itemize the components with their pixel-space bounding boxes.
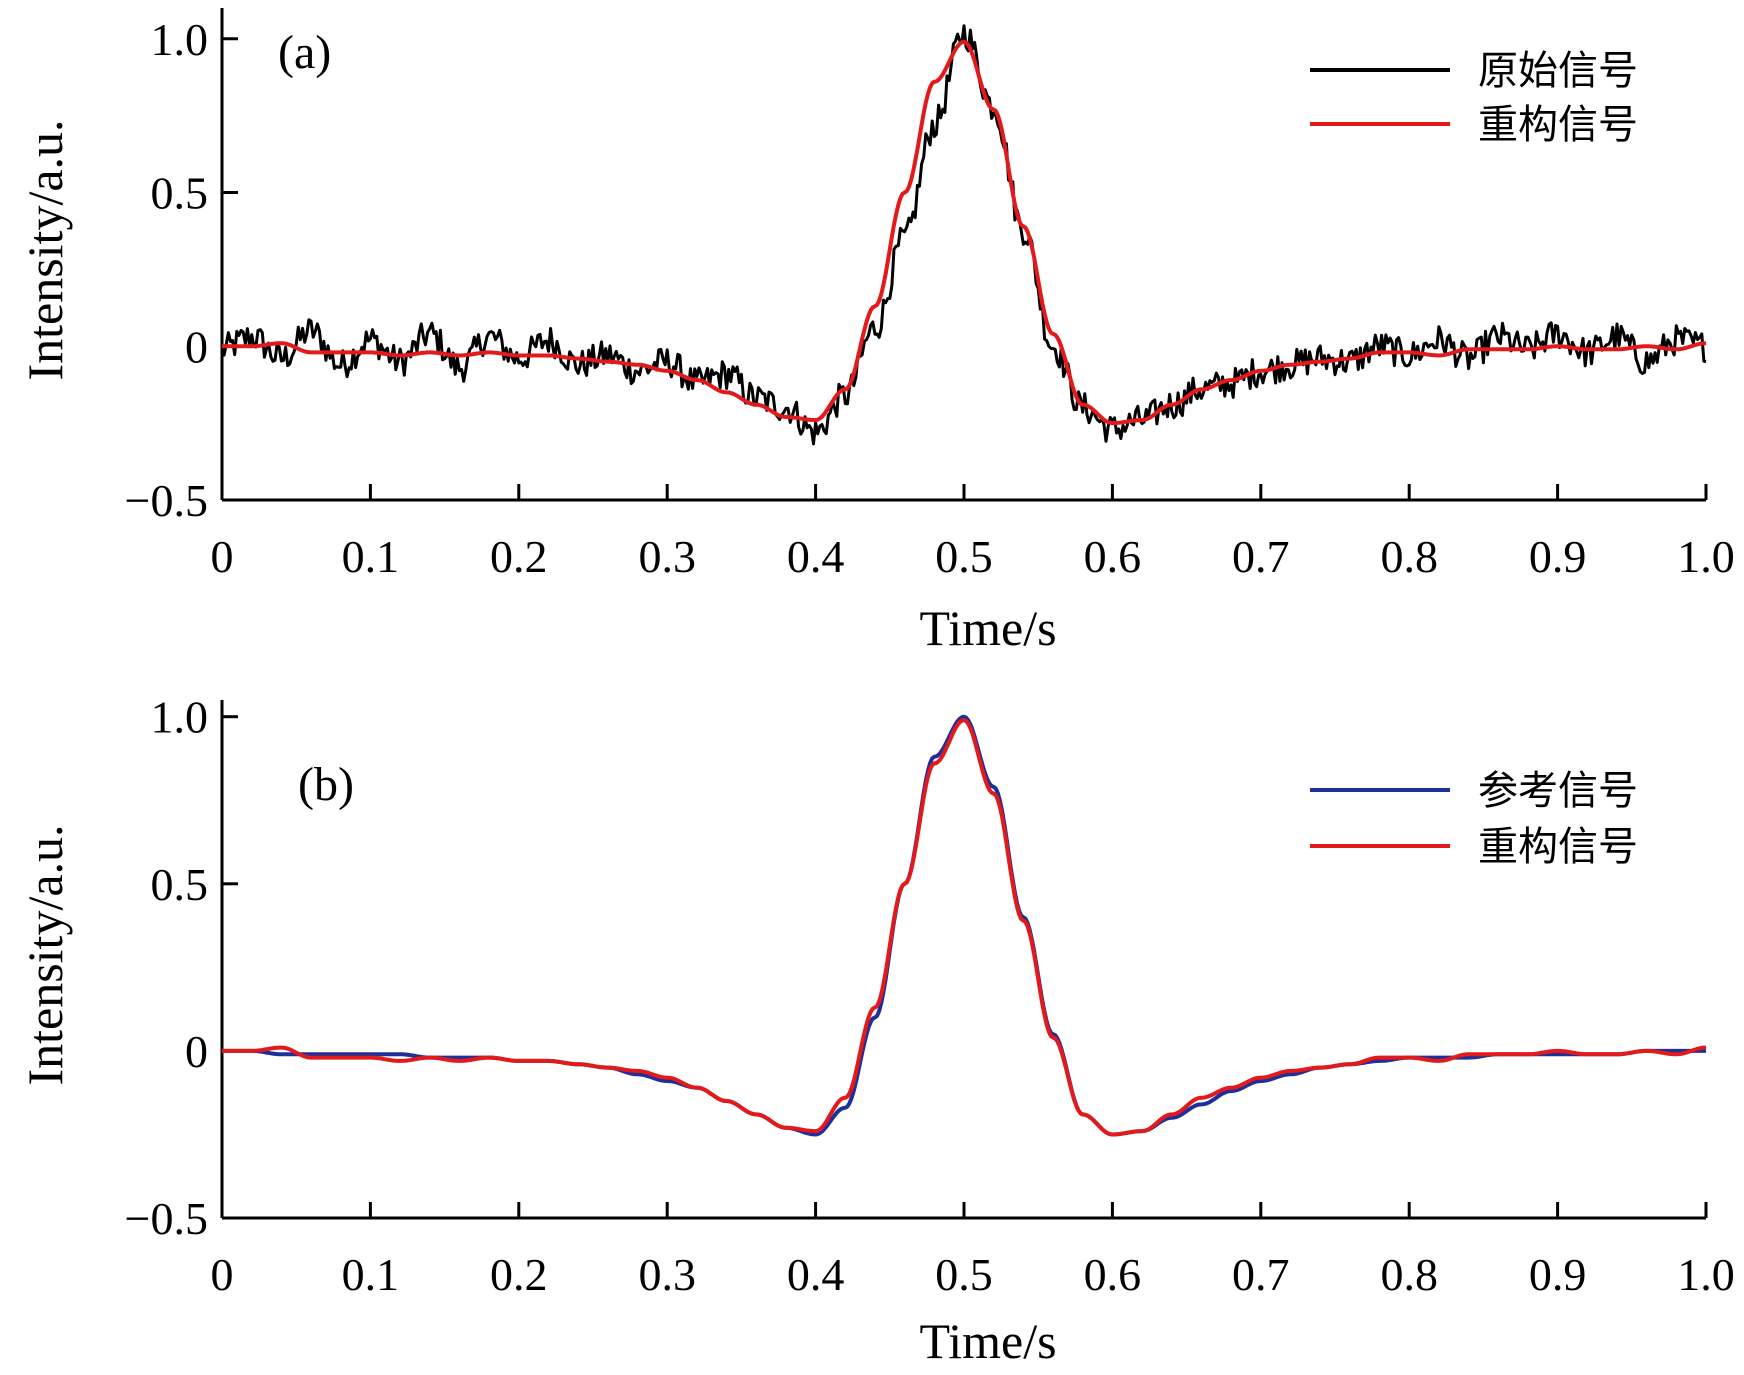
y-tick-label: 0 [185,1026,208,1077]
panel-label-a: (a) [278,26,331,79]
series-line-0-1 [222,39,1707,426]
x-tick-label: 0.2 [490,1249,548,1300]
x-tick-label: 0.8 [1380,1249,1438,1300]
series-line-1-1 [222,718,1706,1137]
x-tick-label: 0.1 [342,1249,400,1300]
x-tick-label: 1.0 [1677,531,1735,582]
x-tick-label: 0 [211,1249,234,1300]
x-tick-label: 1.0 [1677,1249,1735,1300]
legend-label-reconstructed: 重构信号 [1478,102,1638,148]
x-tick-label: 0.1 [342,531,400,582]
x-tick-label: 0.4 [787,531,845,582]
legend-label-original: 原始信号 [1478,48,1638,94]
legend-b: 参考信号 重构信号 [1310,768,1638,870]
y-tick-label: 0 [185,321,208,372]
x-tick-label: 0.6 [1084,1249,1142,1300]
x-tick-label: 0.9 [1529,531,1587,582]
x-tick-label: 0.5 [935,1249,993,1300]
series-line-0-0 [220,24,1707,446]
x-tick-label: 0.7 [1232,1249,1290,1300]
axes-1: 0 0.1 0.2 0.3 0.4 0.5 0.6 0.7 0.8 0.9 1.0−0.500.51… [125,692,1735,1300]
axes-0: 0 0.1 0.2 0.3 0.4 0.5 0.6 0.7 0.8 0.9 1.0−0.500.51… [125,8,1735,582]
x-tick-label: 0.9 [1529,1249,1587,1300]
panel-b: (b) Time/s Intensity/a.u. 0 0.1 0.2 0.3 0.4 0… [17,692,1735,1369]
x-tick-label: 0.2 [490,531,548,582]
y-tick-label: 1.0 [151,692,209,743]
x-axis-title-b: Time/s [919,1313,1056,1369]
x-tick-label: 0.3 [638,1249,696,1300]
x-tick-label: 0.3 [638,531,696,582]
x-tick-label: 0.5 [935,531,993,582]
x-tick-label: 0 [211,531,234,582]
y-tick-label: 1.0 [151,14,209,65]
legend-label-reconstructed-b: 重构信号 [1478,824,1638,870]
x-axis-title-a: Time/s [919,600,1056,656]
legend-a: 原始信号 重构信号 [1310,48,1638,148]
y-tick-label: 0.5 [151,859,209,910]
y-axis-title-b: Intensity/a.u. [17,824,73,1085]
x-tick-label: 0.7 [1232,531,1290,582]
panel-a: (a) Time/s Intensity/a.u. 0 0.1 0.2 0.3 0.4 0… [17,8,1735,656]
x-tick-label: 0.6 [1084,531,1142,582]
x-tick-label: 0.8 [1380,531,1438,582]
y-tick-label: −0.5 [125,475,208,526]
x-tick-label: 0.4 [787,1249,845,1300]
y-tick-label: −0.5 [125,1193,208,1244]
y-tick-label: 0.5 [151,168,209,219]
y-axis-title-a: Intensity/a.u. [17,119,73,380]
legend-label-reference: 参考信号 [1478,768,1638,814]
panel-label-b: (b) [298,758,354,811]
